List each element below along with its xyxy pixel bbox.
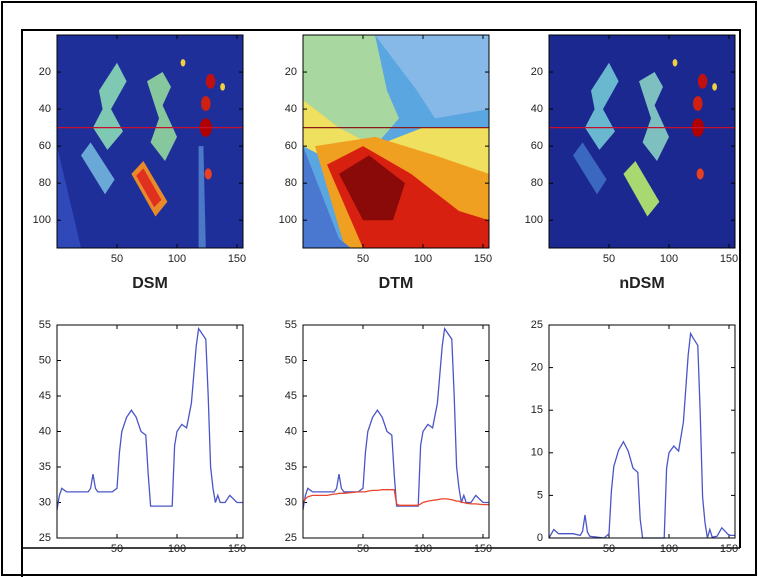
y-tick-label: 10	[531, 447, 543, 459]
y-tick-label: 40	[531, 103, 543, 115]
y-tick-label: 80	[285, 177, 297, 189]
axes-frame	[548, 324, 736, 539]
y-tick-label: 50	[285, 354, 297, 366]
y-tick-label: 80	[39, 177, 51, 189]
y-tick-label: 55	[39, 319, 51, 331]
y-tick-label: 5	[537, 489, 543, 501]
y-tick-label: 20	[531, 362, 543, 374]
y-tick-label: 60	[39, 140, 51, 152]
y-tick-label: 60	[531, 140, 543, 152]
x-tick-label: 50	[603, 253, 615, 265]
x-tick-label: 50	[357, 543, 369, 555]
y-tick-label: 25	[531, 319, 543, 331]
y-tick-label: 15	[531, 404, 543, 416]
y-tick-label: 35	[285, 461, 297, 473]
y-tick-label: 35	[39, 461, 51, 473]
profile	[302, 326, 489, 510]
y-tick-label: 40	[285, 103, 297, 115]
axes-frame	[302, 34, 490, 249]
x-tick-label: 100	[660, 543, 678, 555]
x-tick-label: 100	[168, 253, 186, 265]
y-tick-label: 80	[531, 177, 543, 189]
x-tick-label: 100	[168, 543, 186, 555]
profile	[56, 326, 243, 510]
profile	[302, 489, 489, 506]
y-tick-label: 20	[531, 66, 543, 78]
y-tick-label: 100	[525, 214, 543, 226]
dtm-image	[303, 35, 489, 248]
axes-frame	[302, 324, 490, 539]
y-tick-label: 100	[279, 214, 297, 226]
y-tick-label: 40	[39, 103, 51, 115]
y-tick-label: 45	[285, 390, 297, 402]
x-tick-label: 150	[720, 543, 738, 555]
y-tick-label: 50	[39, 354, 51, 366]
axes-frame	[56, 324, 244, 539]
panel-title: nDSM	[619, 275, 664, 292]
y-tick-label: 60	[285, 140, 297, 152]
y-tick-label: 55	[285, 319, 297, 331]
y-tick-label: 100	[33, 214, 51, 226]
x-tick-label: 150	[228, 253, 246, 265]
x-tick-label: 50	[111, 543, 123, 555]
x-tick-label: 150	[228, 543, 246, 555]
panel-title: DSM	[132, 275, 168, 292]
y-tick-label: 30	[285, 496, 297, 508]
x-tick-label: 150	[720, 253, 738, 265]
y-tick-label: 45	[39, 390, 51, 402]
ndsm-image	[549, 35, 735, 248]
x-tick-label: 100	[414, 543, 432, 555]
x-tick-label: 150	[474, 543, 492, 555]
x-tick-label: 100	[660, 253, 678, 265]
x-tick-label: 100	[414, 253, 432, 265]
x-tick-label: 150	[474, 253, 492, 265]
y-tick-label: 25	[39, 532, 51, 544]
y-tick-label: 0	[537, 532, 543, 544]
axes-frame	[56, 34, 244, 249]
dsm-image	[57, 35, 243, 248]
x-tick-label: 50	[357, 253, 369, 265]
y-tick-label: 20	[285, 66, 297, 78]
x-tick-label: 50	[111, 253, 123, 265]
y-tick-label: 25	[285, 532, 297, 544]
plot-area	[549, 325, 735, 538]
y-tick-label: 40	[39, 425, 51, 437]
y-tick-label: 20	[39, 66, 51, 78]
y-tick-label: 40	[285, 425, 297, 437]
inner-frame	[21, 29, 741, 577]
panel-title: DTM	[379, 275, 414, 292]
y-tick-label: 30	[39, 496, 51, 508]
axes-frame	[548, 34, 736, 249]
x-tick-label: 50	[603, 543, 615, 555]
